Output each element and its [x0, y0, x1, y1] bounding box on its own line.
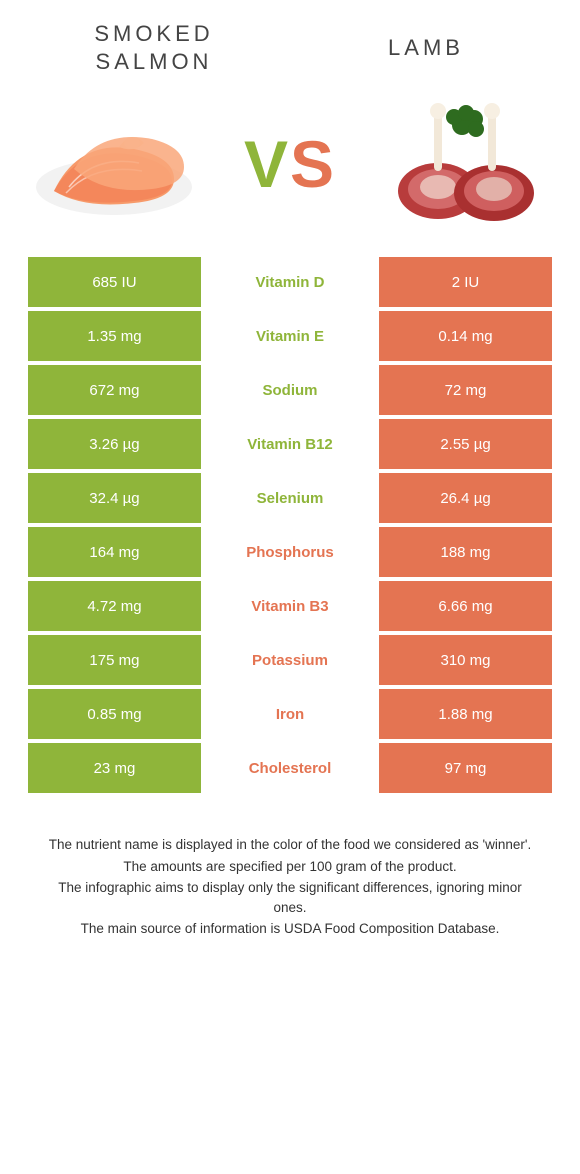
footer-notes: The nutrient name is displayed in the co… [24, 835, 556, 939]
value-lamb: 1.88 mg [379, 689, 552, 739]
value-lamb: 188 mg [379, 527, 552, 577]
nutrient-name: Cholesterol [201, 743, 379, 793]
table-row: 32.4 µgSelenium26.4 µg [28, 473, 552, 523]
footer-line-1: The nutrient name is displayed in the co… [42, 835, 538, 855]
value-lamb: 310 mg [379, 635, 552, 685]
value-lamb: 2 IU [379, 257, 552, 307]
value-lamb: 72 mg [379, 365, 552, 415]
value-lamb: 26.4 µg [379, 473, 552, 523]
nutrient-name: Phosphorus [201, 527, 379, 577]
salmon-image [24, 99, 204, 229]
title-lamb: LAMB [290, 34, 546, 62]
table-row: 23 mgCholesterol97 mg [28, 743, 552, 793]
table-row: 3.26 µgVitamin B122.55 µg [28, 419, 552, 469]
value-salmon: 23 mg [28, 743, 201, 793]
table-row: 672 mgSodium72 mg [28, 365, 552, 415]
value-salmon: 4.72 mg [28, 581, 201, 631]
value-lamb: 2.55 µg [379, 419, 552, 469]
nutrient-name: Potassium [201, 635, 379, 685]
value-salmon: 164 mg [28, 527, 201, 577]
table-row: 685 IUVitamin D2 IU [28, 257, 552, 307]
vs-v: V [244, 127, 290, 201]
table-row: 175 mgPotassium310 mg [28, 635, 552, 685]
value-salmon: 685 IU [28, 257, 201, 307]
footer-line-4: The main source of information is USDA F… [42, 919, 538, 939]
vs-row: VS [24, 99, 556, 229]
table-row: 164 mgPhosphorus188 mg [28, 527, 552, 577]
table-row: 4.72 mgVitamin B36.66 mg [28, 581, 552, 631]
value-lamb: 6.66 mg [379, 581, 552, 631]
footer-line-3: The infographic aims to display only the… [42, 878, 538, 917]
value-lamb: 97 mg [379, 743, 552, 793]
nutrient-table: 685 IUVitamin D2 IU1.35 mgVitamin E0.14 … [24, 257, 556, 793]
vs-label: VS [244, 126, 336, 202]
vs-s: S [290, 127, 336, 201]
nutrient-name: Vitamin D [201, 257, 379, 307]
nutrient-name: Iron [201, 689, 379, 739]
value-salmon: 175 mg [28, 635, 201, 685]
title-salmon: SMOKED SALMON [34, 20, 290, 75]
nutrient-name: Vitamin E [201, 311, 379, 361]
header: SMOKED SALMON LAMB [24, 20, 556, 75]
nutrient-name: Selenium [201, 473, 379, 523]
value-salmon: 3.26 µg [28, 419, 201, 469]
value-lamb: 0.14 mg [379, 311, 552, 361]
value-salmon: 0.85 mg [28, 689, 201, 739]
value-salmon: 32.4 µg [28, 473, 201, 523]
nutrient-name: Vitamin B3 [201, 581, 379, 631]
table-row: 1.35 mgVitamin E0.14 mg [28, 311, 552, 361]
footer-line-2: The amounts are specified per 100 gram o… [42, 857, 538, 877]
value-salmon: 1.35 mg [28, 311, 201, 361]
nutrient-name: Sodium [201, 365, 379, 415]
table-row: 0.85 mgIron1.88 mg [28, 689, 552, 739]
lamb-image [376, 99, 556, 229]
value-salmon: 672 mg [28, 365, 201, 415]
nutrient-name: Vitamin B12 [201, 419, 379, 469]
